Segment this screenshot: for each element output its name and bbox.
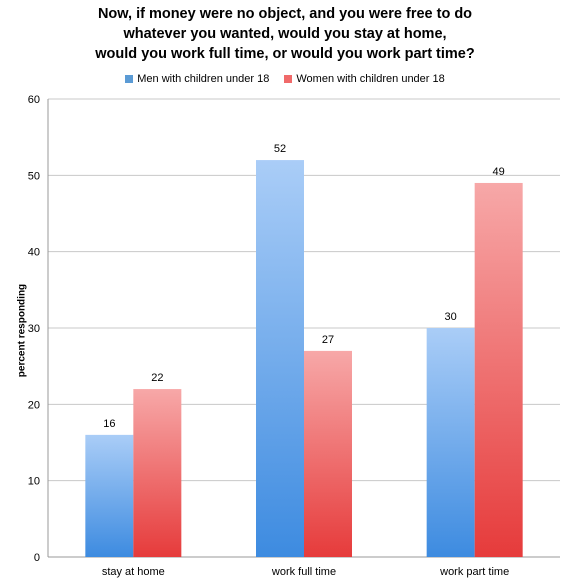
legend-item-men: Men with children under 18 xyxy=(125,73,269,85)
data-label-men: 52 xyxy=(274,143,286,155)
data-label-women: 22 xyxy=(151,372,163,384)
y-tick-label: 0 xyxy=(34,552,40,564)
data-label-women: 27 xyxy=(322,334,334,346)
chart-title-line-2: whatever you wanted, would you stay at h… xyxy=(123,26,447,42)
y-tick-label: 30 xyxy=(28,323,40,335)
bar-men xyxy=(256,160,304,558)
legend-swatch-women xyxy=(284,75,293,83)
legend-swatch-men xyxy=(125,75,134,83)
y-tick-label: 40 xyxy=(28,247,40,259)
bar-men xyxy=(426,328,475,557)
bar-men xyxy=(85,434,134,557)
x-tick-label: work full time xyxy=(271,566,336,578)
legend-label-men: Men with children under 18 xyxy=(137,73,270,85)
legend: Men with children under 18 Women with ch… xyxy=(0,73,570,86)
chart-title-line-3: would you work full time, or would you w… xyxy=(95,46,475,62)
bar-women xyxy=(133,389,182,557)
y-tick-label: 60 xyxy=(28,94,40,106)
legend-item-women: Women with children under 18 xyxy=(284,73,445,85)
chart-title-line-1: Now, if money were no object, and you we… xyxy=(97,6,473,22)
data-label-men: 30 xyxy=(445,311,457,323)
data-label-women: 49 xyxy=(493,166,505,178)
legend-label-women: Women with children under 18 xyxy=(296,73,445,85)
y-tick-label: 50 xyxy=(28,170,40,182)
bar-women xyxy=(304,350,352,557)
data-label-men: 16 xyxy=(103,418,115,430)
y-tick-label: 20 xyxy=(28,399,40,411)
x-tick-label: stay at home xyxy=(102,566,165,578)
bar-women xyxy=(474,182,523,557)
y-tick-label: 10 xyxy=(28,476,40,488)
x-tick-label: work part time xyxy=(439,566,509,578)
chart-title: Now, if money were no object, and you we… xyxy=(0,4,570,64)
